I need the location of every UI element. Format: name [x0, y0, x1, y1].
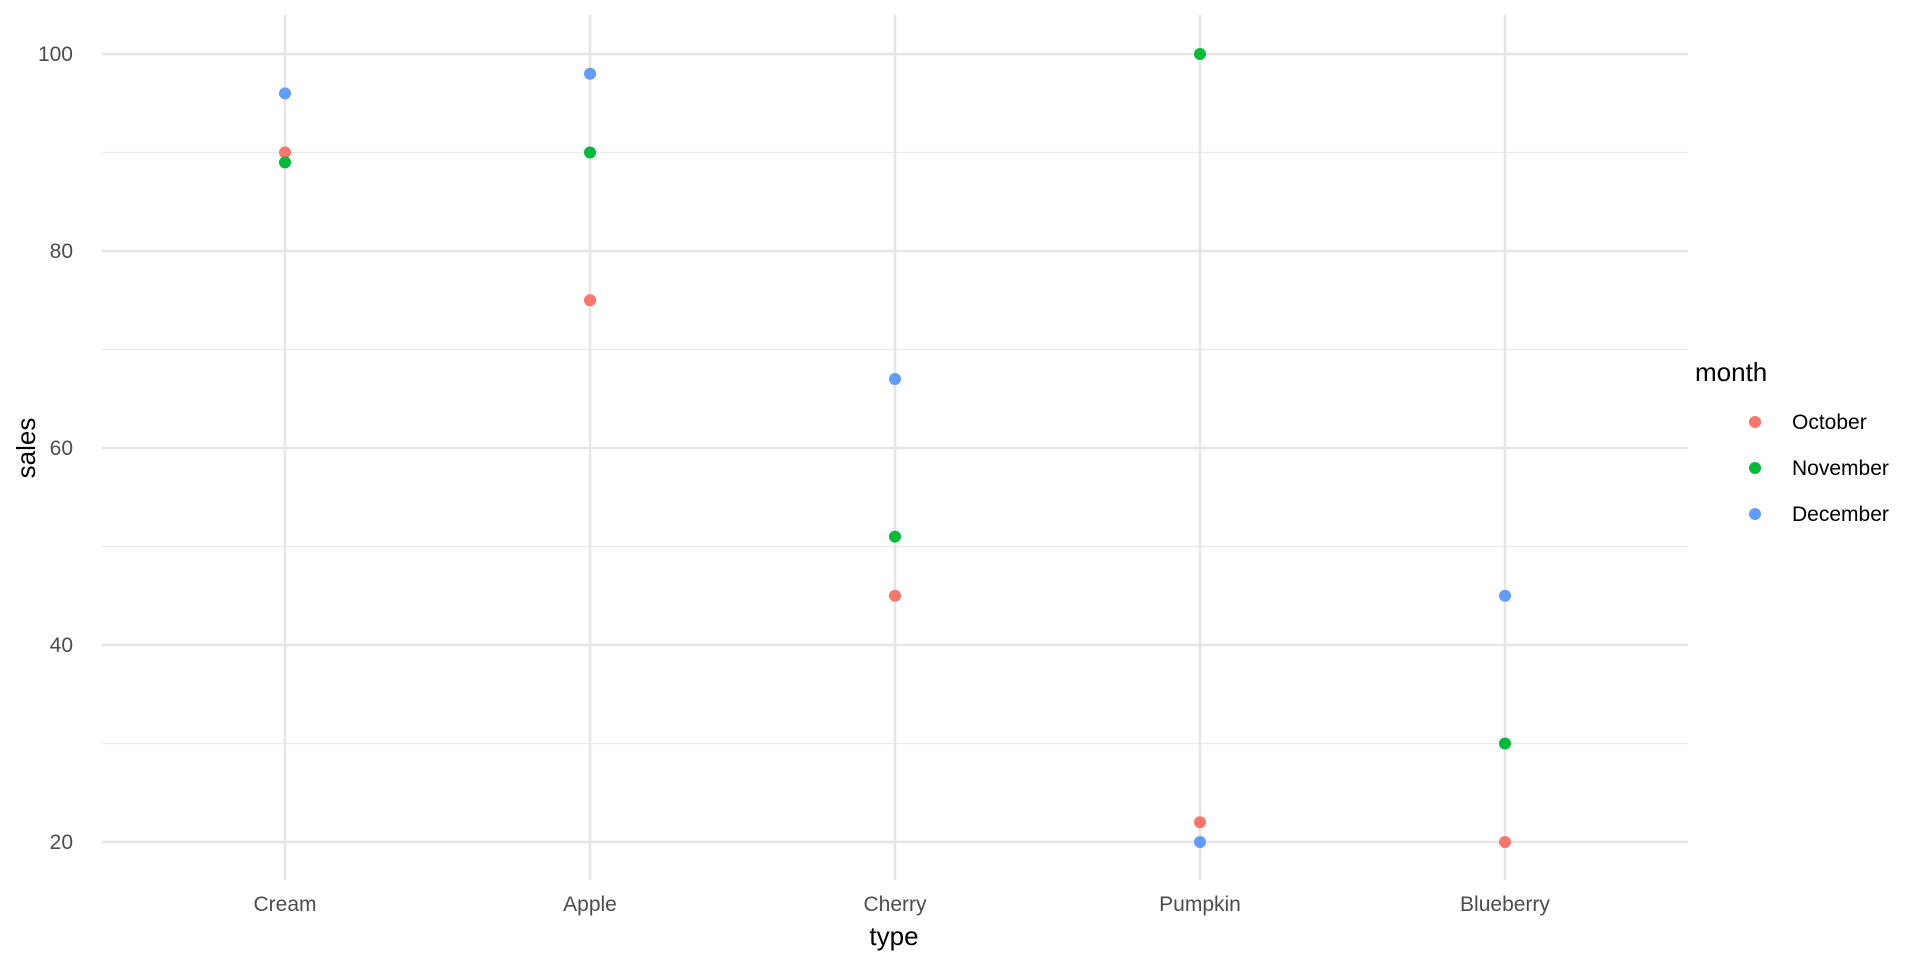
- legend: month October November December: [1695, 357, 1889, 526]
- data-point: [279, 156, 291, 169]
- data-point: [889, 589, 901, 602]
- x-tick-label: Apple: [563, 893, 617, 916]
- data-point: [1499, 836, 1511, 848]
- y-tick-label: 60: [50, 437, 73, 460]
- data-point: [1499, 737, 1511, 750]
- y-tick-label: 100: [38, 43, 73, 66]
- y-axis-title: sales: [11, 418, 41, 479]
- x-tick-label: Cream: [253, 893, 316, 916]
- data-point: [584, 67, 596, 80]
- data-point: [279, 87, 291, 100]
- x-tick-label: Cherry: [863, 893, 927, 916]
- y-tick-label: 20: [50, 831, 73, 854]
- legend-items: October November December: [1749, 411, 1889, 526]
- data-point: [584, 294, 596, 307]
- data-point: [1194, 48, 1206, 60]
- legend-label: November: [1792, 457, 1889, 480]
- data-point: [1194, 816, 1206, 829]
- legend-key: [1749, 508, 1761, 520]
- x-tick-label: Pumpkin: [1159, 893, 1241, 916]
- x-axis-title: type: [869, 921, 918, 951]
- x-tick-label: Blueberry: [1460, 893, 1550, 916]
- y-tick-label: 80: [50, 240, 73, 263]
- data-point: [889, 373, 901, 386]
- y-tick-labels: 20 40 60 80 100: [38, 43, 73, 854]
- legend-label: October: [1792, 411, 1867, 434]
- legend-key: [1749, 462, 1761, 474]
- data-point: [1194, 836, 1206, 848]
- y-tick-label: 40: [50, 634, 73, 657]
- data-point: [584, 146, 596, 159]
- grid-major: [102, 15, 1688, 880]
- data-point: [1499, 589, 1511, 602]
- legend-title: month: [1695, 357, 1767, 387]
- x-tick-labels: Cream Apple Cherry Pumpkin Blueberry: [253, 893, 1550, 916]
- legend-key: [1749, 416, 1761, 428]
- data-point: [889, 530, 901, 543]
- data-points: [279, 48, 1511, 848]
- legend-label: December: [1792, 503, 1889, 526]
- data-point: [279, 146, 291, 159]
